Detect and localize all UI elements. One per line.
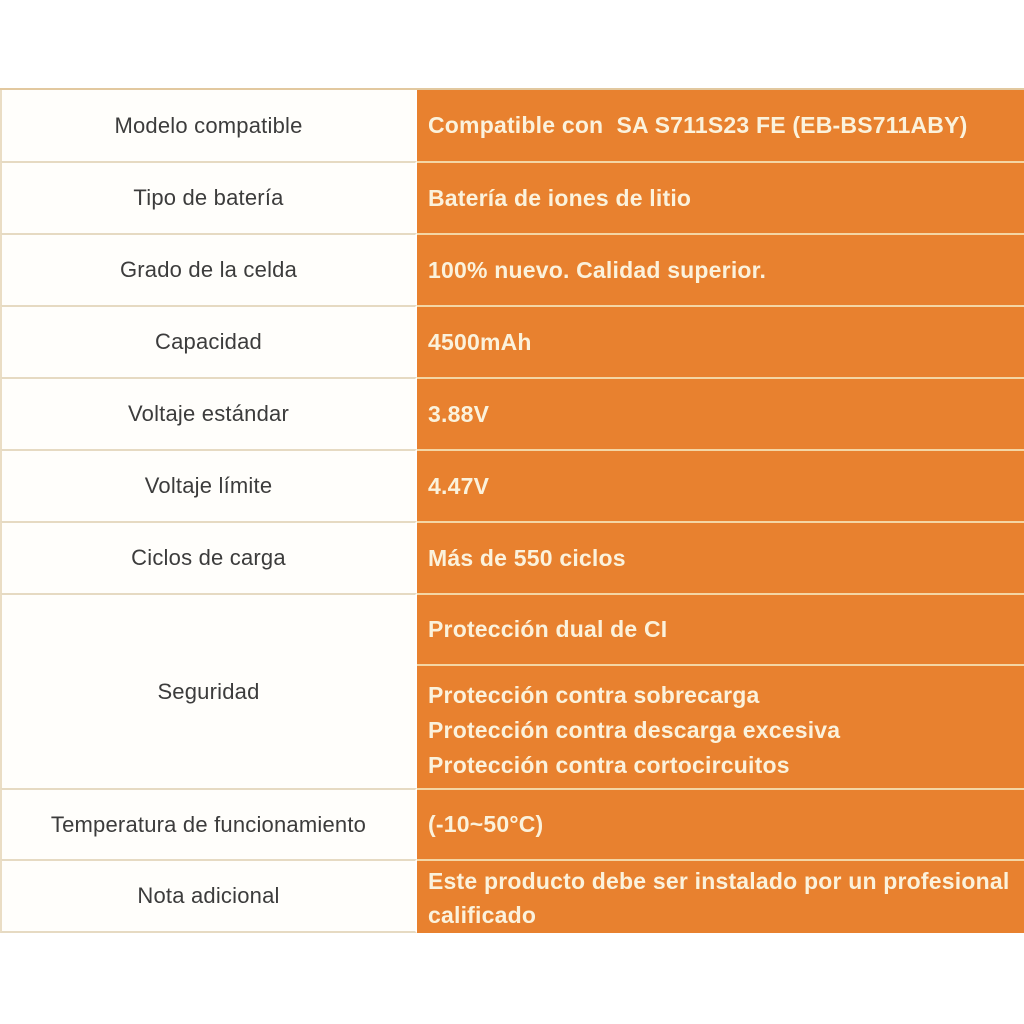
spec-value-modelo-compatible: Compatible con SA S711S23 FE (EB-BS711AB… bbox=[417, 90, 1024, 161]
spec-label-temperatura: Temperatura de funcionamiento bbox=[0, 788, 417, 859]
security-primary-protection: Protección dual de CI bbox=[428, 616, 668, 643]
spec-value-ciclos-carga: Más de 550 ciclos bbox=[417, 521, 1024, 593]
table-row-seguridad: Seguridad Protección dual de CI Protecci… bbox=[0, 593, 1024, 788]
spec-value-temperatura: (-10~50°C) bbox=[417, 788, 1024, 859]
spec-value-grado-celda: 100% nuevo. Calidad superior. bbox=[417, 233, 1024, 305]
spec-label-nota-adicional: Nota adicional bbox=[0, 859, 417, 933]
security-protection-item: Protección contra cortocircuitos bbox=[428, 751, 790, 778]
table-row: Ciclos de carga Más de 550 ciclos bbox=[0, 521, 1024, 593]
table-row: Modelo compatible Compatible con SA S711… bbox=[0, 90, 1024, 161]
spec-value-seguridad: Protección dual de CI Protección contra … bbox=[417, 593, 1024, 788]
spec-value-voltaje-estandar: 3.88V bbox=[417, 377, 1024, 449]
table-row: Grado de la celda 100% nuevo. Calidad su… bbox=[0, 233, 1024, 305]
table-row: Voltaje estándar 3.88V bbox=[0, 377, 1024, 449]
spec-label-tipo-bateria: Tipo de batería bbox=[0, 161, 417, 233]
battery-spec-table: Modelo compatible Compatible con SA S711… bbox=[0, 88, 1024, 933]
security-protection-list: Protección contra sobrecarga Protección … bbox=[417, 664, 1024, 788]
spec-value-nota-adicional: Este producto debe ser instalado por un … bbox=[417, 859, 1024, 933]
spec-label-voltaje-limite: Voltaje límite bbox=[0, 449, 417, 521]
spec-value-capacidad: 4500mAh bbox=[417, 305, 1024, 377]
table-row: Voltaje límite 4.47V bbox=[0, 449, 1024, 521]
spec-label-capacidad: Capacidad bbox=[0, 305, 417, 377]
spec-label-grado-celda: Grado de la celda bbox=[0, 233, 417, 305]
spec-label-seguridad: Seguridad bbox=[0, 593, 417, 788]
spec-label-ciclos-carga: Ciclos de carga bbox=[0, 521, 417, 593]
security-protection-item: Protección contra descarga excesiva bbox=[428, 716, 841, 743]
spec-value-tipo-bateria: Batería de iones de litio bbox=[417, 161, 1024, 233]
table-row: Capacidad 4500mAh bbox=[0, 305, 1024, 377]
spec-label-modelo-compatible: Modelo compatible bbox=[0, 90, 417, 161]
spec-value-voltaje-limite: 4.47V bbox=[417, 449, 1024, 521]
spec-label-voltaje-estandar: Voltaje estándar bbox=[0, 377, 417, 449]
security-protection-item: Protección contra sobrecarga bbox=[428, 681, 760, 708]
table-row: Tipo de batería Batería de iones de liti… bbox=[0, 161, 1024, 233]
table-row: Nota adicional Este producto debe ser in… bbox=[0, 859, 1024, 933]
table-row: Temperatura de funcionamiento (-10~50°C) bbox=[0, 788, 1024, 859]
